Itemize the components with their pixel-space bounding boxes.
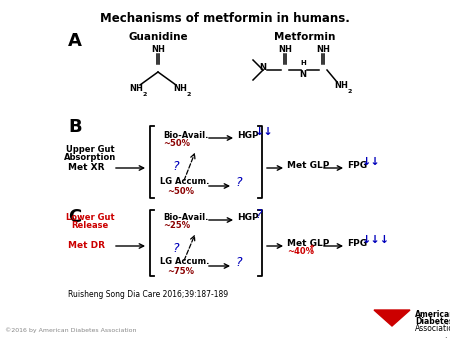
Text: Bio-Avail.: Bio-Avail. xyxy=(163,214,208,222)
Text: H: H xyxy=(300,60,306,66)
Text: ~50%: ~50% xyxy=(163,139,190,147)
Text: ↓↓↓: ↓↓↓ xyxy=(362,235,390,245)
Text: A: A xyxy=(68,32,82,50)
Text: ?: ? xyxy=(235,176,242,190)
Text: ↓↓: ↓↓ xyxy=(255,127,274,137)
Text: HGP: HGP xyxy=(237,213,259,221)
Text: Association: Association xyxy=(415,324,450,333)
Text: 2: 2 xyxy=(187,92,191,97)
Text: ~75%: ~75% xyxy=(167,266,194,275)
Text: Ruisheng Song Dia Care 2016;39:187-189: Ruisheng Song Dia Care 2016;39:187-189 xyxy=(68,290,228,299)
Text: C: C xyxy=(68,208,81,226)
Text: NH: NH xyxy=(316,45,330,54)
Text: Mechanisms of metformin in humans.: Mechanisms of metformin in humans. xyxy=(100,12,350,25)
Text: .: . xyxy=(444,331,446,338)
Text: ?: ? xyxy=(255,208,261,220)
Text: ↑: ↑ xyxy=(307,244,315,254)
Text: Absorption: Absorption xyxy=(64,152,116,162)
Text: Metformin: Metformin xyxy=(274,32,336,42)
Text: Met DR: Met DR xyxy=(68,241,105,250)
Text: 2: 2 xyxy=(348,89,352,94)
Text: B: B xyxy=(68,118,81,136)
Text: ©2016 by American Diabetes Association: ©2016 by American Diabetes Association xyxy=(5,328,136,333)
Text: NH: NH xyxy=(129,84,143,93)
Text: Release: Release xyxy=(72,221,108,231)
Text: NH: NH xyxy=(151,45,165,54)
Text: American: American xyxy=(415,310,450,319)
Text: FPG: FPG xyxy=(347,239,367,247)
Text: N: N xyxy=(300,70,306,79)
Text: ~40%: ~40% xyxy=(287,247,314,257)
Text: LG Accum.: LG Accum. xyxy=(160,177,209,187)
Text: LG Accum.: LG Accum. xyxy=(160,258,209,266)
Text: Met GLP: Met GLP xyxy=(287,239,329,247)
Text: ?: ? xyxy=(173,160,179,172)
Text: ~50%: ~50% xyxy=(167,187,194,195)
Text: Guanidine: Guanidine xyxy=(128,32,188,42)
Text: ~25%: ~25% xyxy=(163,221,190,231)
Text: Met GLP: Met GLP xyxy=(287,161,329,169)
Text: Met XR: Met XR xyxy=(68,164,104,172)
Text: NH: NH xyxy=(173,84,187,93)
Text: 2: 2 xyxy=(143,92,147,97)
Text: Upper Gut: Upper Gut xyxy=(66,145,114,153)
Polygon shape xyxy=(374,310,410,326)
Text: NH: NH xyxy=(278,45,292,54)
Text: ?: ? xyxy=(173,241,179,255)
Text: ?: ? xyxy=(235,257,242,269)
Text: Bio-Avail.: Bio-Avail. xyxy=(163,130,208,140)
Text: ↓↓: ↓↓ xyxy=(362,157,381,167)
Text: FPG: FPG xyxy=(347,161,367,169)
Text: Lower Gut: Lower Gut xyxy=(66,214,114,222)
Text: N: N xyxy=(260,64,266,72)
Text: HGP: HGP xyxy=(237,130,259,140)
Text: Diabetes: Diabetes xyxy=(415,317,450,326)
Text: NH: NH xyxy=(334,81,348,90)
